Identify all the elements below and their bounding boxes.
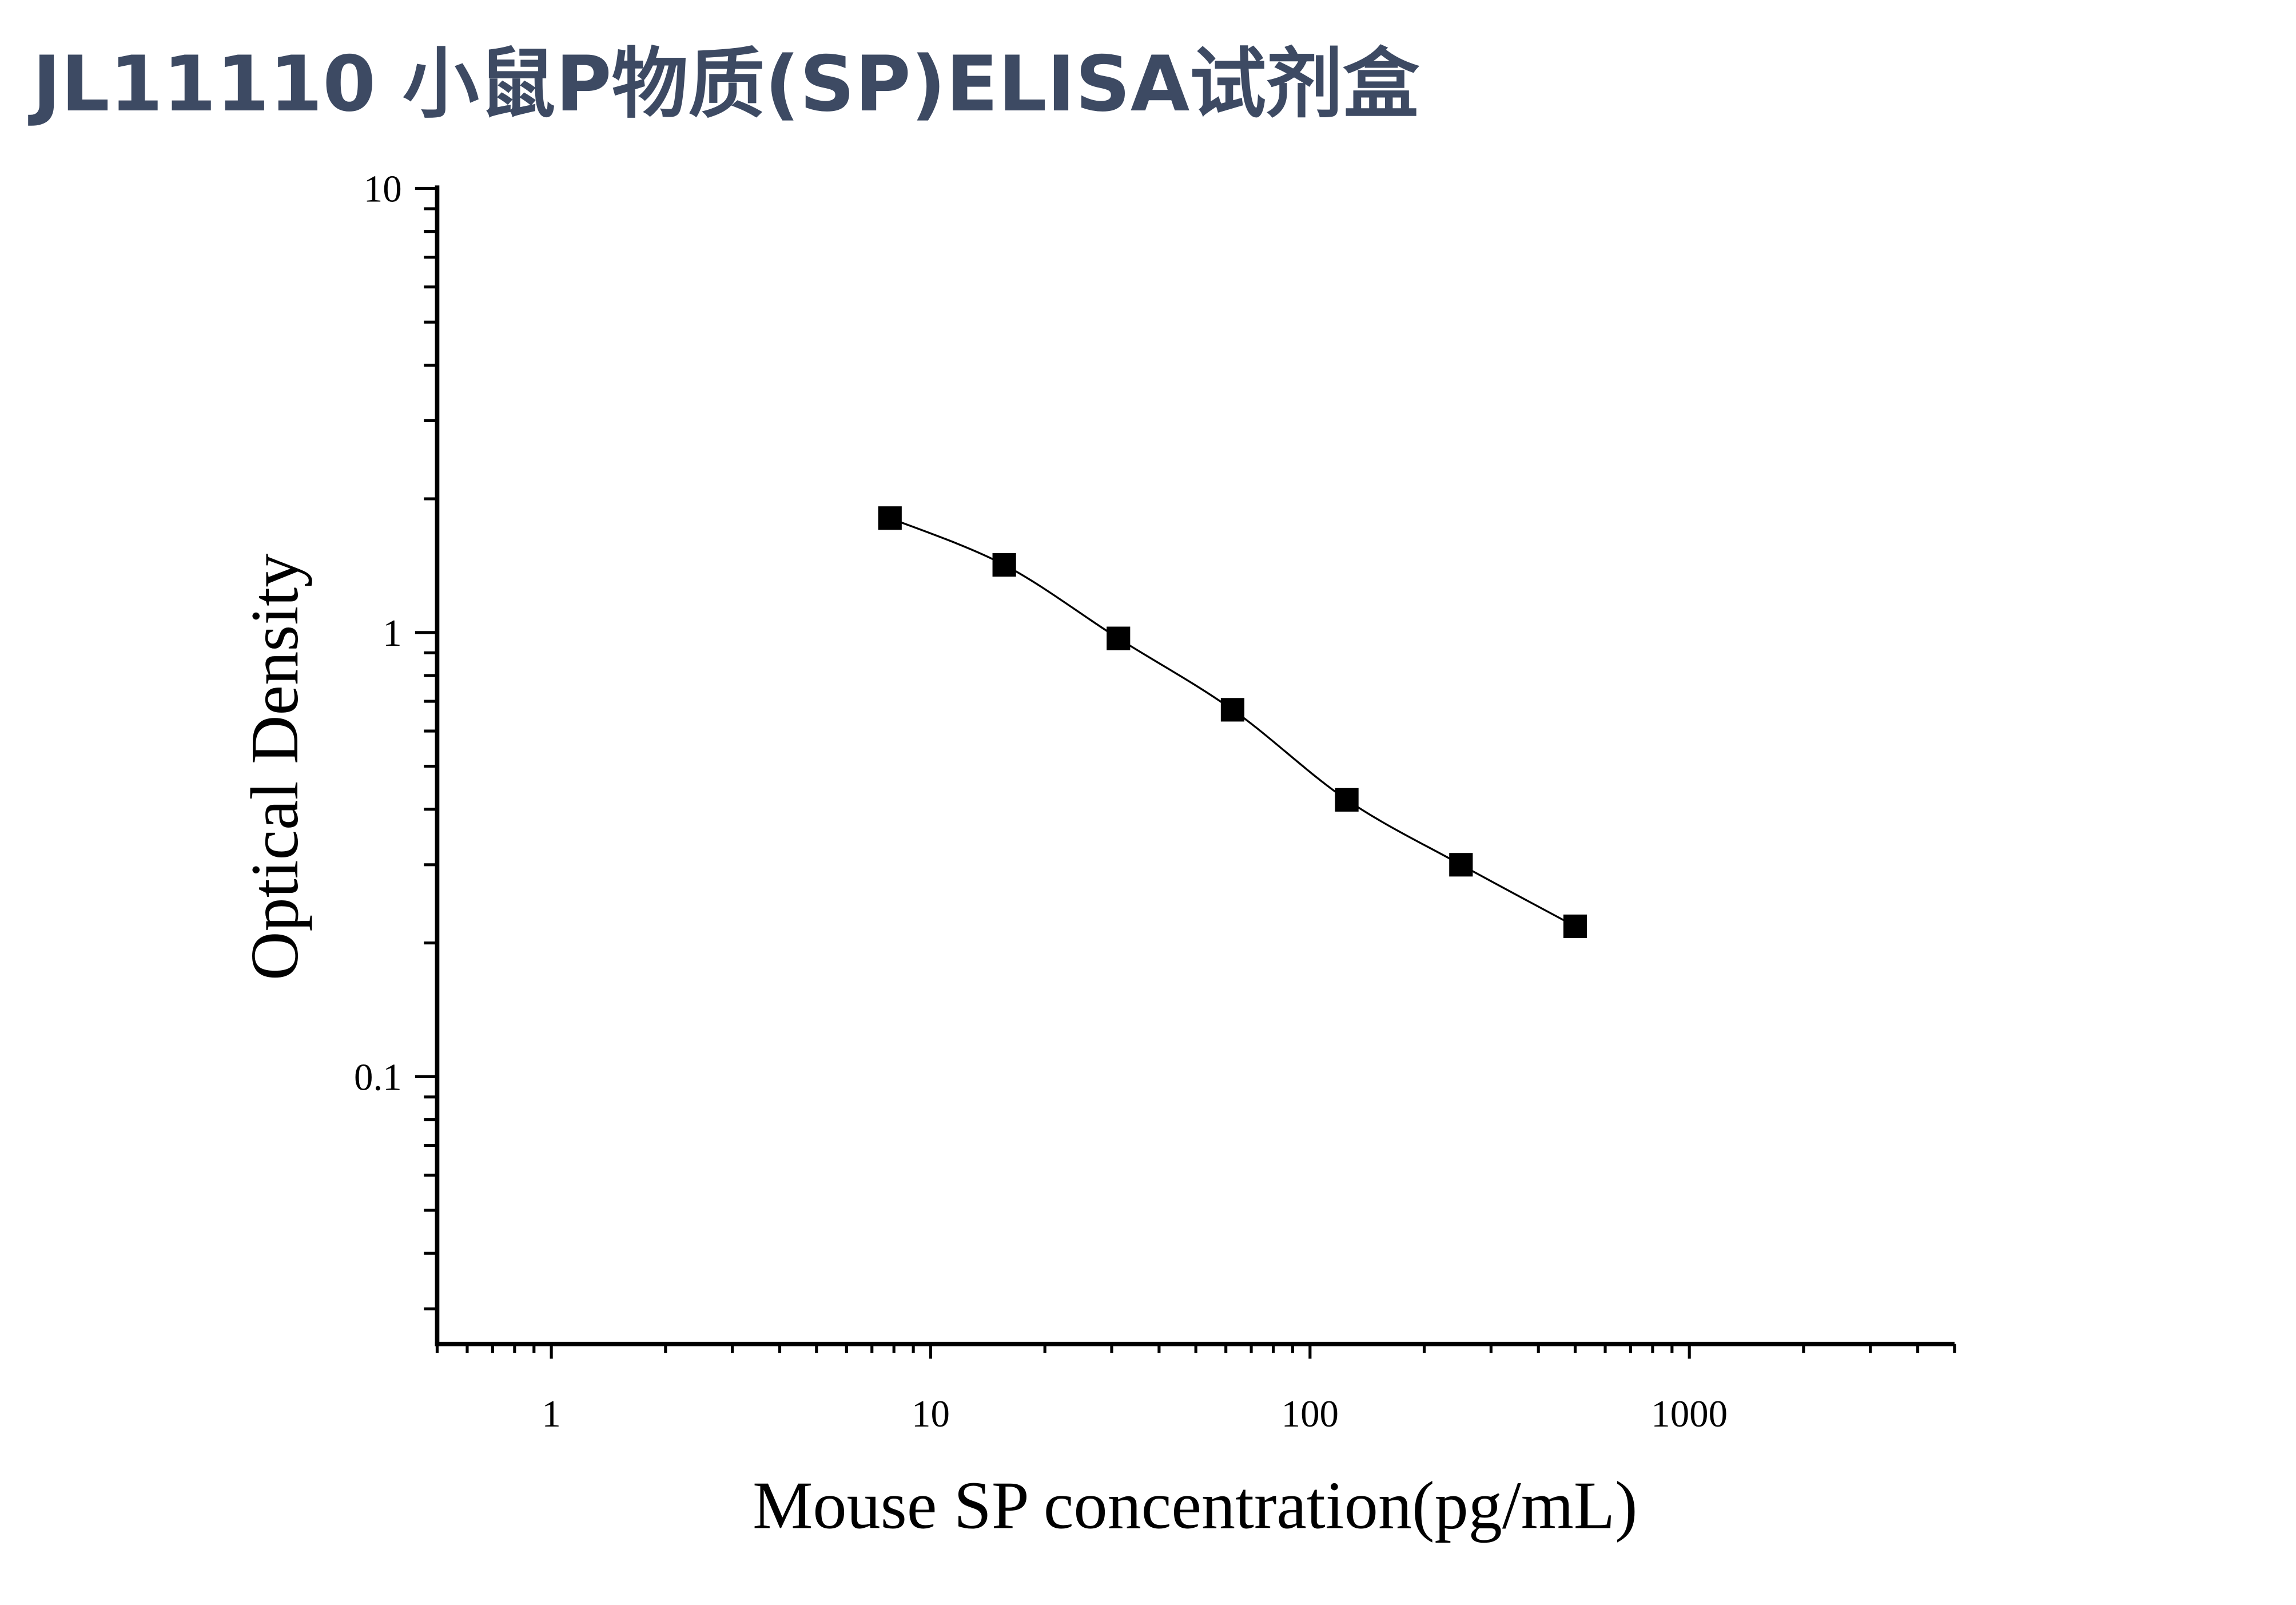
- page-title: JL11110 小鼠P物质(SP)ELISA试剂盒: [28, 39, 1420, 129]
- data-point: [1220, 698, 1245, 722]
- data-point: [1335, 788, 1359, 812]
- axes: [435, 185, 1955, 1346]
- y-tick-label: 10: [364, 168, 402, 210]
- data-point: [1107, 626, 1131, 650]
- x-tick-label: 1: [542, 1393, 560, 1435]
- x-tick-label: 1000: [1651, 1393, 1728, 1435]
- ticks: 1 10 100 1000 0.1 1 10: [354, 168, 1956, 1435]
- x-axis-label: Mouse SP concentration(pg/mL): [753, 1468, 1637, 1543]
- data-point: [1449, 853, 1473, 877]
- y-tick-label: 0.1: [354, 1056, 402, 1098]
- x-tick-label: 10: [912, 1393, 950, 1435]
- data-point: [992, 553, 1016, 577]
- data-points: [878, 506, 1587, 939]
- x-tick-label: 100: [1282, 1393, 1339, 1435]
- data-point: [1563, 914, 1587, 939]
- y-tick-label: 1: [383, 612, 401, 654]
- data-point: [878, 506, 902, 530]
- y-axis-label: Optical Density: [237, 554, 312, 980]
